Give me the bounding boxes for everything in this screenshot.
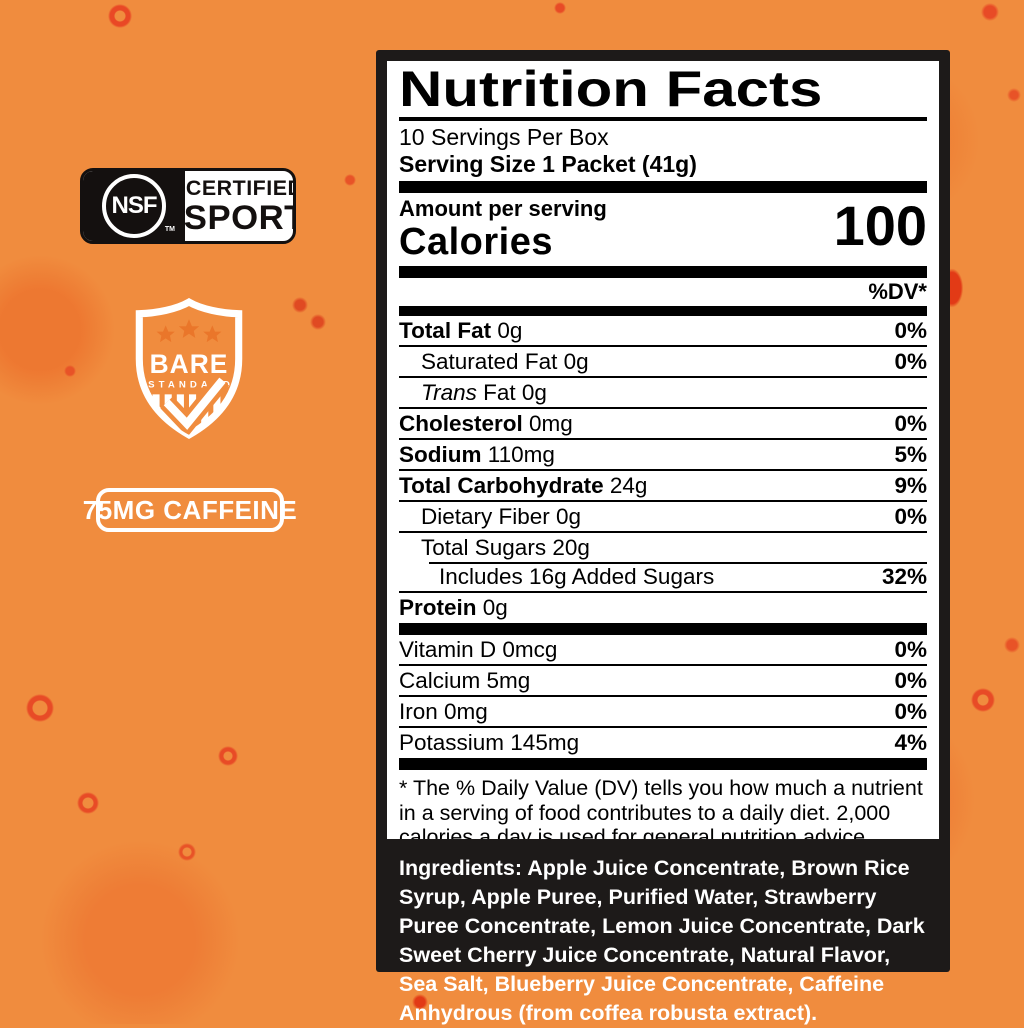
nutrient-row-total-carbohydrate: Total Carbohydrate 24g 9%: [399, 469, 927, 500]
checkmark-icon: [163, 377, 226, 430]
dv-value: 5%: [894, 441, 927, 467]
nutrition-facts-card: Nutrition Facts 10 Servings Per Box Serv…: [376, 50, 950, 1025]
ingredients-text: Apple Juice Concentrate, Brown Rice Syru…: [399, 856, 925, 1025]
nsf-text-panel: CERTIFIED SPORT: [183, 171, 296, 241]
dv-value: 0%: [894, 698, 927, 724]
dv-value: 0%: [894, 348, 927, 374]
thick-divider: [399, 306, 927, 316]
nsf-logo-panel: NSF TM: [83, 171, 185, 241]
nutrition-facts-panel: Nutrition Facts 10 Servings Per Box Serv…: [387, 61, 939, 839]
serving-size: Serving Size 1 Packet (41g): [399, 151, 697, 177]
nutrient-row-total-fat: Total Fat 0g 0%: [399, 317, 927, 343]
nutrient-row-protein: Protein 0g: [399, 591, 927, 622]
nutrient-row-added-sugars: Includes 16g Added Sugars 32%: [399, 562, 927, 591]
nsf-logo-text: NSF: [111, 192, 158, 219]
nutrient-rows: Total Fat 0g 0% Saturated Fat 0g 0% Tran…: [399, 316, 927, 622]
thick-divider: [399, 758, 927, 770]
daily-value-footnote: * The % Daily Value (DV) tells you how m…: [399, 776, 923, 839]
nutrient-row-dietary-fiber: Dietary Fiber 0g 0%: [399, 500, 927, 531]
nutrition-facts-title: Nutrition Facts: [399, 61, 823, 117]
dv-value: 0%: [894, 410, 927, 436]
nsf-logo-icon: NSF: [102, 174, 166, 238]
thick-divider: [399, 623, 927, 635]
nsf-certified-label: CERTIFIED: [185, 176, 296, 200]
dv-value: 0%: [894, 636, 927, 662]
ingredients-label: Ingredients:: [399, 856, 523, 880]
micronutrient-rows: Vitamin D 0mcg 0% Calcium 5mg 0% Iron 0m…: [399, 635, 927, 757]
daily-value-header: %DV*: [868, 279, 927, 304]
nutrient-row-iron: Iron 0mg 0%: [399, 695, 927, 726]
servings-per-box: 10 Servings Per Box: [399, 124, 609, 150]
title-divider: [399, 117, 927, 121]
nutrient-row-calcium: Calcium 5mg 0%: [399, 664, 927, 695]
thick-divider: [399, 266, 927, 278]
dv-value: 0%: [894, 317, 927, 343]
shield-bare-label: BARE: [150, 349, 229, 379]
nutrient-row-cholesterol: Cholesterol 0mg 0%: [399, 407, 927, 438]
caffeine-badge: 75MG CAFFEINE: [83, 488, 297, 532]
nsf-certified-sport-badge: NSF TM CERTIFIED SPORT: [80, 168, 296, 244]
shield-standard-label: STANDARD: [148, 379, 234, 390]
dv-value: 4%: [894, 729, 927, 755]
amount-per-serving-label: Amount per serving: [399, 196, 607, 221]
ingredients-section: Ingredients: Apple Juice Concentrate, Br…: [387, 839, 939, 1028]
nutrient-row-saturated-fat: Saturated Fat 0g 0%: [399, 345, 927, 376]
dv-value: 9%: [894, 472, 927, 498]
calories-label: Calories: [399, 221, 553, 263]
nutrient-row-sodium: Sodium 110mg 5%: [399, 438, 927, 469]
thick-divider: [399, 181, 927, 193]
shield-stars-icon: [156, 319, 222, 343]
dv-value: 0%: [894, 667, 927, 693]
bare-standard-shield-badge: BARE STANDARD: [128, 297, 250, 440]
dv-value: 0%: [894, 503, 927, 529]
dv-value: 32%: [881, 563, 927, 589]
caffeine-badge-label: 75MG CAFFEINE: [82, 494, 298, 525]
nutrient-row-trans-fat: Trans Fat 0g: [399, 376, 927, 407]
calories-block: Amount per serving Calories 100: [399, 193, 927, 265]
nutrient-row-total-sugars: Total Sugars 20g: [399, 531, 927, 562]
nutrient-row-potassium: Potassium 145mg 4%: [399, 726, 927, 757]
shield-icon: BARE STANDARD: [135, 297, 243, 440]
trademark-symbol: TM: [164, 226, 175, 233]
nsf-sport-label: SPORT: [183, 198, 296, 237]
calories-value: 100: [833, 194, 927, 257]
nutrient-row-vitamin-d: Vitamin D 0mcg 0%: [399, 636, 927, 662]
